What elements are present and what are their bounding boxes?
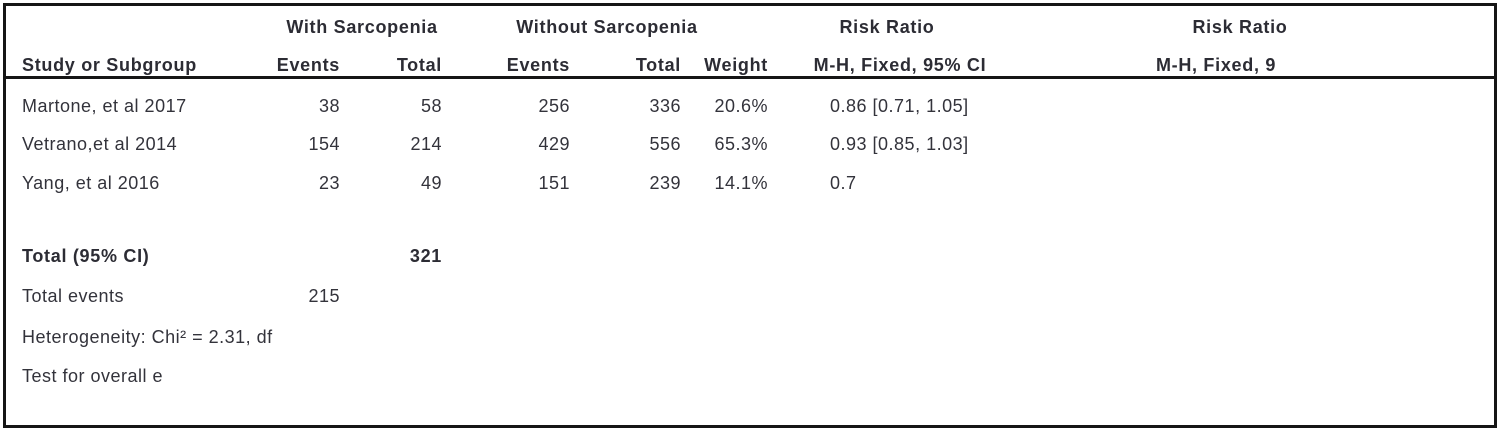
figure-border-frame: [3, 3, 1497, 428]
events-with-cell: 38: [318, 96, 340, 116]
column-group-without-sarcopenia: Without Sarcopenia: [516, 17, 698, 37]
total-with-cell: 58: [420, 96, 442, 116]
study-name: Martone, et al 2017: [22, 96, 187, 116]
column-header-mh-fixed-ci-truncated: M-H, Fixed, 9: [1155, 55, 1277, 75]
overall-effect-test-text: Test for overall e: [22, 366, 164, 386]
column-header-total-with: Total: [396, 55, 442, 75]
column-header-events-without: Events: [506, 55, 570, 75]
study-name: Vetrano,et al 2014: [22, 134, 178, 154]
total-events-value: 215: [308, 286, 340, 306]
events-without-cell: 429: [538, 134, 570, 154]
total-without-cell: 239: [649, 173, 681, 193]
column-header-total-without: Total: [635, 55, 681, 75]
column-header-weight: Weight: [704, 55, 768, 75]
total-without-cell: 556: [649, 134, 681, 154]
total-95ci-value: 321: [409, 246, 442, 266]
column-group-risk-ratio-2: Risk Ratio: [1192, 17, 1288, 37]
events-with-cell: 154: [308, 134, 340, 154]
total-events-label: Total events: [22, 286, 125, 306]
events-without-cell: 256: [538, 96, 570, 116]
column-header-events-with: Events: [276, 55, 340, 75]
column-group-with-sarcopenia: With Sarcopenia: [286, 17, 438, 37]
weight-cell: 20.6%: [714, 96, 768, 116]
study-name: Yang, et al 2016: [22, 173, 160, 193]
events-with-cell: 23: [318, 173, 340, 193]
column-header-mh-fixed-ci: M-H, Fixed, 95% CI: [813, 55, 987, 75]
weight-cell: 14.1%: [714, 173, 768, 193]
total-with-cell: 214: [410, 134, 442, 154]
weight-cell: 65.3%: [714, 134, 768, 154]
total-without-cell: 336: [649, 96, 681, 116]
column-header-study: Study or Subgroup: [22, 55, 197, 75]
total-95ci-label: Total (95% CI): [22, 246, 150, 266]
total-with-cell: 49: [420, 173, 442, 193]
risk-ratio-ci-cell: 0.86 [0.71, 1.05]: [830, 96, 969, 116]
column-group-risk-ratio-1: Risk Ratio: [839, 17, 935, 37]
heterogeneity-text: Heterogeneity: Chi² = 2.31, df: [22, 327, 273, 347]
header-separator-line: [3, 76, 1497, 79]
risk-ratio-ci-cell: 0.7: [830, 173, 857, 193]
events-without-cell: 151: [538, 173, 570, 193]
risk-ratio-ci-cell: 0.93 [0.85, 1.03]: [830, 134, 969, 154]
